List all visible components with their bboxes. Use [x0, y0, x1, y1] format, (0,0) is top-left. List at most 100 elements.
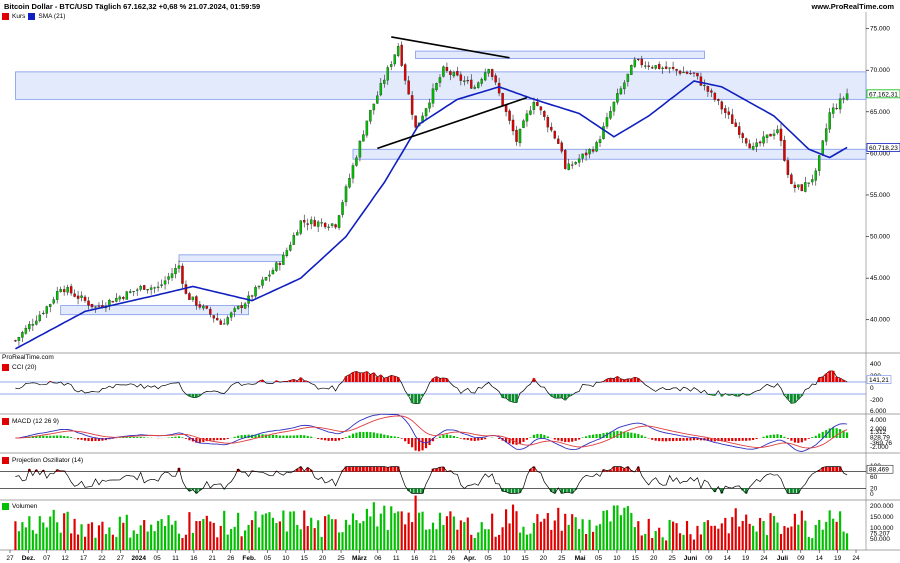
- volume-bar: [344, 519, 348, 550]
- candle-body: [386, 67, 389, 81]
- candle-body: [497, 82, 501, 94]
- volume-bar: [191, 532, 194, 550]
- volume-bar: [762, 521, 765, 550]
- candle-body: [306, 223, 309, 225]
- volume-bar: [800, 510, 803, 550]
- candle-body: [80, 295, 83, 298]
- volume-bar: [337, 532, 341, 550]
- candle-body: [845, 93, 849, 100]
- candle-body: [494, 75, 497, 83]
- candle-body: [111, 301, 115, 303]
- volume-bar: [212, 522, 215, 550]
- x-axis-label-16: 15: [301, 555, 309, 562]
- candle-body: [330, 223, 334, 226]
- volume-bar: [271, 517, 275, 550]
- candle-body: [630, 65, 633, 75]
- candle-body: [835, 107, 838, 110]
- kurs-swatch-icon: [2, 13, 9, 20]
- volume-bar: [713, 525, 716, 550]
- volume-bar: [73, 518, 76, 550]
- candle-body: [748, 143, 751, 149]
- volume-bar: [658, 527, 661, 550]
- volume-bar: [306, 526, 309, 550]
- volume-bar: [797, 524, 800, 550]
- macd-signal-line: [15, 415, 848, 449]
- x-axis-label-35: 20: [650, 555, 658, 562]
- volume-bar: [651, 538, 654, 550]
- candle-body: [633, 59, 637, 67]
- candle-body: [664, 66, 668, 69]
- volume-bar: [466, 517, 469, 550]
- volume-bar: [581, 519, 584, 550]
- legend-cci: CCI (20): [2, 364, 37, 371]
- volume-bar: [205, 515, 208, 550]
- volume-bar: [372, 502, 375, 550]
- site-link[interactable]: www.ProRealTime.com: [811, 2, 894, 11]
- volume-bar: [567, 524, 570, 550]
- volume-bar: [390, 506, 393, 550]
- candle-body: [546, 117, 550, 128]
- sma-line: [15, 80, 848, 350]
- volume-bar: [498, 534, 501, 550]
- volume-bar: [45, 527, 48, 550]
- candle-body: [470, 79, 473, 89]
- candle-body: [296, 232, 299, 236]
- candle-body: [59, 289, 62, 293]
- candle-body: [369, 109, 372, 122]
- volume-bar: [689, 534, 692, 550]
- candle-body: [14, 340, 17, 342]
- cci-value-label: 141,21: [869, 377, 889, 384]
- candle-body: [637, 58, 640, 61]
- candle-body: [236, 305, 240, 309]
- candle-body: [577, 158, 581, 163]
- cci-value-box: [866, 375, 892, 384]
- volume-bar: [296, 524, 299, 550]
- volume-bar: [299, 529, 302, 550]
- volume-bar: [456, 529, 459, 550]
- volume-bar: [160, 519, 163, 550]
- volume-bar: [515, 511, 518, 550]
- x-axis-label-10: 16: [190, 555, 198, 562]
- x-axis-label-34: 15: [632, 555, 640, 562]
- volume-bar: [661, 537, 664, 550]
- candle-body: [699, 76, 703, 86]
- volume-bar: [278, 521, 281, 550]
- volume-bar: [115, 537, 118, 550]
- volume-bar: [324, 516, 327, 550]
- volume-bar: [738, 526, 741, 550]
- volume-bar: [94, 537, 97, 550]
- candle-body: [675, 69, 678, 71]
- volume-bar: [327, 514, 330, 550]
- vol-tick-2: 100.000: [870, 525, 894, 532]
- candle-body: [122, 297, 125, 299]
- volume-bar: [522, 526, 525, 550]
- volume-bar: [605, 510, 609, 550]
- legend-macd-label: MACD (12 26 9): [12, 418, 59, 425]
- candle-body: [348, 177, 351, 188]
- volume-bar: [226, 534, 229, 550]
- volume-bar: [682, 534, 685, 550]
- support-resistance-zone-1: [178, 254, 284, 262]
- volume-bar: [163, 526, 167, 550]
- volume-bar: [724, 517, 727, 550]
- candle-body: [623, 82, 626, 90]
- candle-body: [595, 142, 598, 152]
- legend-price: Kurs SMA (21): [2, 13, 65, 20]
- candle-body: [758, 141, 762, 144]
- volume-bar: [317, 520, 320, 550]
- x-axis-label-12: 26: [227, 555, 235, 562]
- candle-body: [226, 317, 229, 325]
- macd-signal-label: -369,76: [870, 440, 892, 447]
- candle-body: [129, 291, 132, 293]
- candle-body: [734, 122, 737, 127]
- volume-bar: [28, 516, 31, 550]
- x-axis-label-32: 05: [595, 555, 603, 562]
- candle-body: [268, 274, 271, 277]
- proj-tick-3: 20: [870, 485, 878, 492]
- volume-bar: [585, 533, 588, 550]
- x-axis-label-3: 12: [62, 555, 70, 562]
- candle-body: [250, 295, 254, 297]
- candle-body: [553, 130, 557, 139]
- candle-body: [163, 280, 167, 285]
- volume-bar: [230, 529, 233, 550]
